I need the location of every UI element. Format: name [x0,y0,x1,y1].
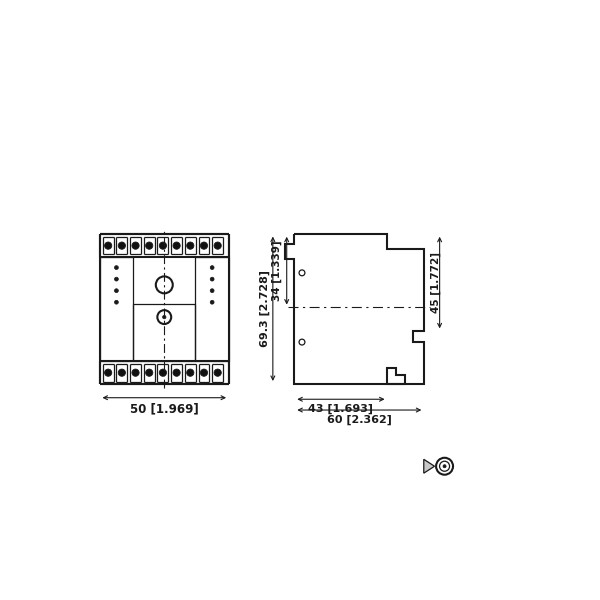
Polygon shape [424,460,434,473]
Circle shape [200,369,208,376]
Circle shape [173,369,180,376]
Circle shape [210,266,214,269]
Circle shape [159,369,167,376]
Circle shape [214,242,221,249]
Circle shape [118,242,125,249]
Circle shape [104,242,112,249]
Circle shape [210,289,214,293]
Circle shape [210,277,214,281]
Circle shape [214,369,221,376]
Circle shape [187,242,194,249]
Circle shape [115,266,118,269]
Text: 43 [1.693]: 43 [1.693] [308,404,373,414]
Circle shape [104,369,112,376]
Circle shape [210,301,214,304]
Circle shape [115,301,118,304]
Circle shape [200,242,208,249]
Circle shape [146,242,153,249]
Circle shape [187,369,194,376]
Circle shape [132,242,139,249]
Circle shape [163,316,166,319]
Text: 60 [2.362]: 60 [2.362] [327,415,392,425]
Circle shape [132,369,139,376]
Circle shape [159,242,167,249]
Circle shape [115,289,118,293]
Text: 34 [1.339]: 34 [1.339] [272,241,282,301]
Circle shape [115,277,118,281]
Text: 45 [1.772]: 45 [1.772] [431,252,441,313]
Circle shape [173,242,180,249]
Text: 69.3 [2.728]: 69.3 [2.728] [260,270,270,347]
Text: 50 [1.969]: 50 [1.969] [130,403,199,415]
Circle shape [118,369,125,376]
Circle shape [443,464,446,468]
Circle shape [146,369,153,376]
